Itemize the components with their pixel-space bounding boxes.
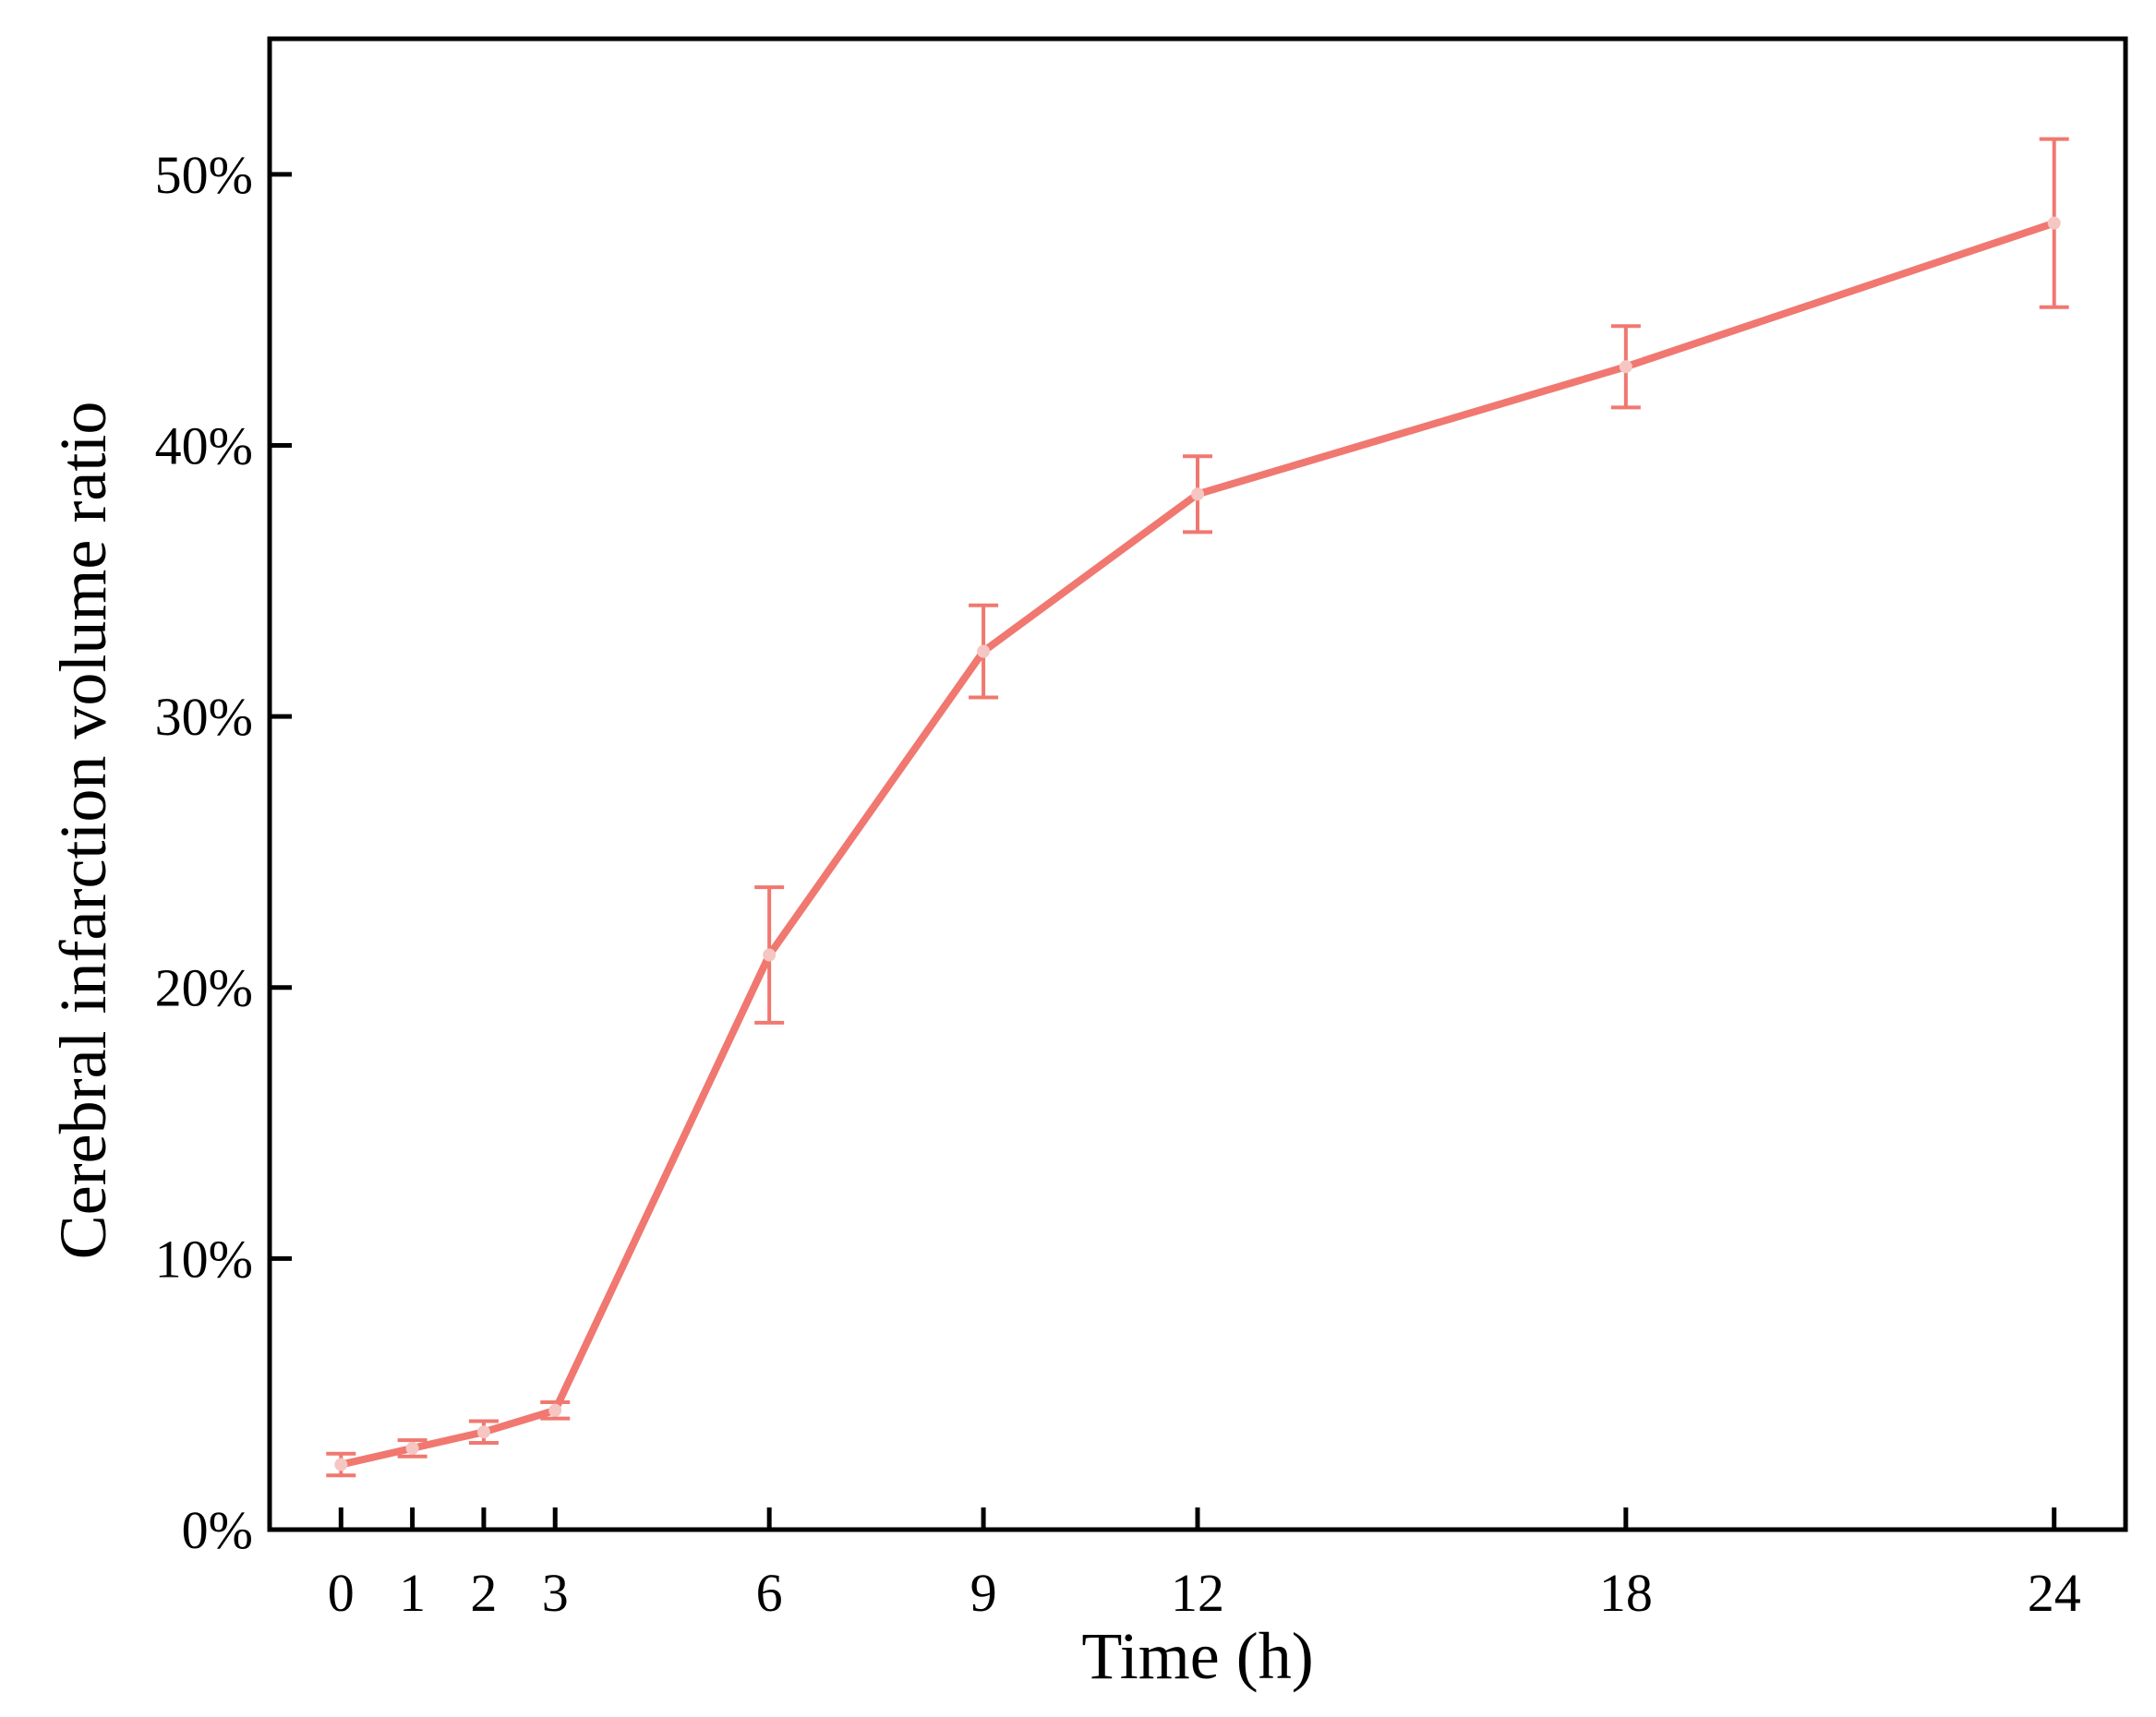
x-tick-label: 12 [1171, 1563, 1224, 1623]
data-point [548, 1403, 562, 1417]
data-point [334, 1458, 348, 1471]
y-tick-label: 0% [182, 1500, 253, 1560]
x-tick-label: 0 [328, 1563, 355, 1623]
data-point [763, 948, 777, 962]
data-point [1191, 487, 1204, 501]
data-point [977, 644, 991, 658]
data-point [476, 1425, 490, 1439]
x-tick-labels: 0 1 2 3 6 9 12 18 24 [328, 1563, 2081, 1623]
data-point [405, 1441, 419, 1455]
y-tick-labels: 0% 10% 20% 30% 40% 50% [155, 145, 253, 1560]
x-tick-label: 18 [1599, 1563, 1653, 1623]
x-axis-title: Time (h) [1081, 1619, 1313, 1693]
y-tick-label: 10% [155, 1229, 253, 1289]
axis-ticks [270, 172, 2057, 1532]
x-tick-label: 24 [2028, 1563, 2081, 1623]
series-line [337, 219, 2058, 1469]
y-axis-title: Cerebral infarction volume ratio [46, 402, 120, 1260]
y-tick-label: 30% [155, 687, 253, 747]
y-tick-label: 20% [155, 958, 253, 1018]
x-tick-label: 1 [399, 1563, 426, 1623]
data-point [1619, 360, 1632, 374]
data-points [334, 216, 2061, 1471]
x-tick-label: 9 [970, 1563, 997, 1623]
x-tick-label: 2 [470, 1563, 497, 1623]
plot-frame [267, 36, 2128, 1532]
y-tick-label: 50% [155, 145, 253, 205]
x-tick-label: 6 [756, 1563, 783, 1623]
data-point [2047, 216, 2061, 230]
x-tick-label: 3 [542, 1563, 569, 1623]
data-series [337, 219, 2058, 1469]
error-bars [326, 137, 2069, 1478]
y-tick-label: 40% [155, 415, 253, 475]
